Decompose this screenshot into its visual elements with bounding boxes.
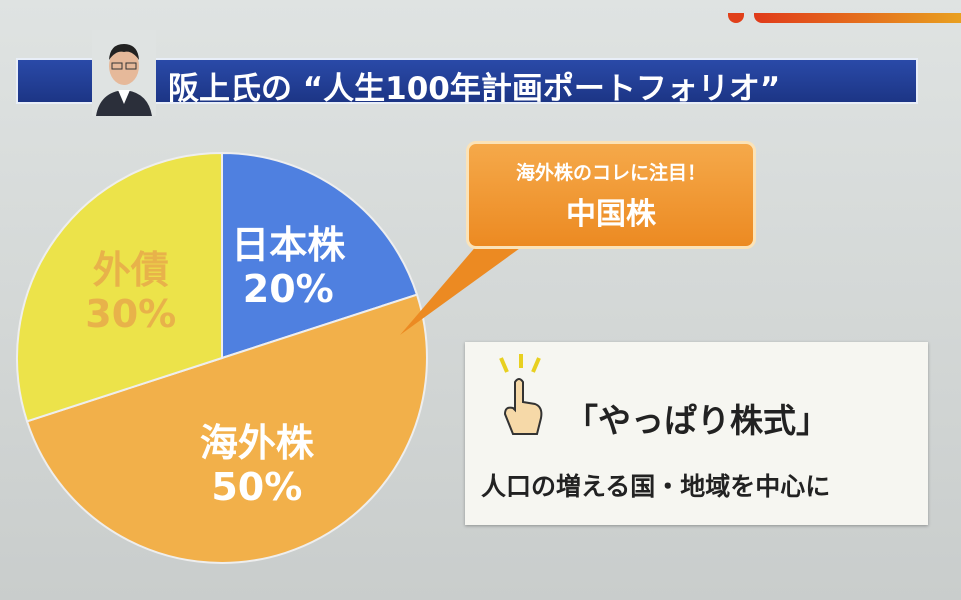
- slice-value: 20%: [242, 266, 334, 311]
- callout-pointer: [400, 230, 545, 335]
- pie-slice-0: [221, 151, 419, 360]
- callout-box: 海外株のコレに注目！ 中国株: [466, 141, 756, 249]
- note-sub: 人口の増える国・地域を中心に: [481, 472, 831, 501]
- slice-name: 海外株: [199, 421, 314, 466]
- page-title: 阪上氏の “人生100年計画ポートフォリオ”: [168, 71, 781, 107]
- pie-slice-1: [25, 293, 428, 564]
- slice-label: 日本株 20%: [218, 223, 358, 311]
- note-headline: 「やっぱり株式」: [565, 401, 829, 440]
- slice-value: 30%: [85, 291, 177, 336]
- callout-line1: 海外株のコレに注目！: [515, 162, 706, 184]
- top-accent-bar: [754, 13, 961, 23]
- note-box: 「やっぱり株式」 人口の増える国・地域を中心に: [465, 342, 928, 525]
- slice-value: 50%: [211, 465, 303, 510]
- slice-name: 外債: [92, 247, 169, 292]
- top-accent: [728, 13, 744, 23]
- pie-slice-2: [16, 151, 223, 423]
- slice-name: 日本株: [231, 222, 346, 267]
- avatar: [92, 30, 156, 116]
- slice-label: 外債 30%: [61, 248, 201, 336]
- callout-line2: 中国株: [566, 197, 656, 232]
- title-banner: 阪上氏の “人生100年計画ポートフォリオ”: [16, 58, 918, 107]
- slice-label: 海外株 50%: [187, 421, 327, 509]
- pointing-hand-icon: [499, 354, 543, 435]
